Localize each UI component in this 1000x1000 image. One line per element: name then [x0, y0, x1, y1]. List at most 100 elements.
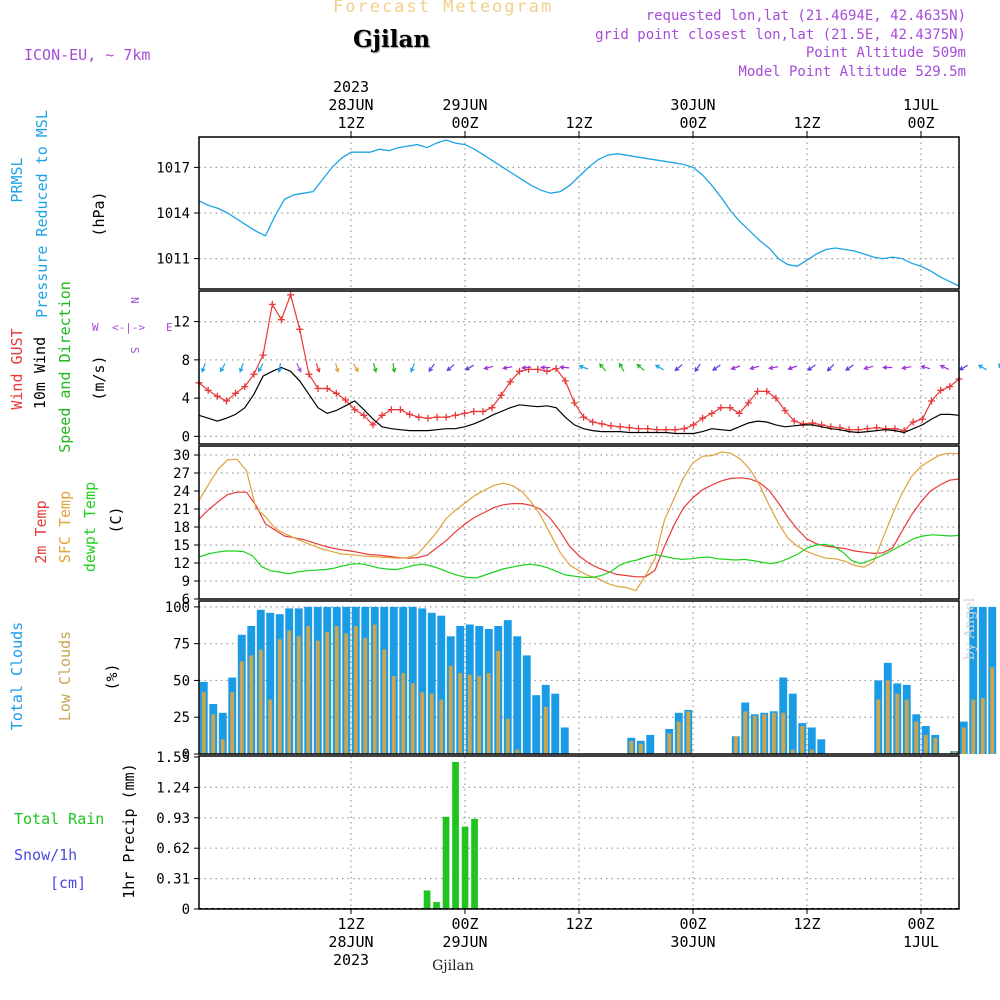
wind-direction-arrow [296, 363, 302, 373]
wind-gust-marker [287, 291, 295, 299]
low-cloud-bar [334, 626, 339, 754]
bottom-time-label: 1JUL [903, 933, 939, 951]
total-cloud-bar [788, 693, 797, 754]
ytick-label-precip: 0.31 [156, 872, 190, 888]
low-cloud-bar [961, 727, 966, 754]
pressure-unit: (hPa) [90, 191, 108, 236]
wind-direction-arrow [277, 362, 282, 374]
bottom-time-label: 00Z [907, 915, 934, 933]
top-time-label: 28JUN [328, 96, 373, 114]
wind-gust-marker [589, 418, 597, 426]
panel-frame-clouds [198, 600, 960, 755]
ytick-label-clouds: 0 [182, 747, 190, 763]
low-cloud-bar [420, 692, 425, 754]
wind-direction-arrow [446, 364, 455, 372]
compass-arrows: <-|-> [112, 321, 145, 334]
requested-coords: requested lon,lat (21.4694E, 42.4635N) [645, 8, 966, 24]
low-cloud-bar [667, 733, 672, 754]
temp-dewpt-line [198, 534, 960, 579]
wind-direction-arrow [694, 363, 701, 373]
low-cloud-bar [211, 714, 216, 754]
wind-gust-marker [690, 421, 697, 429]
wind-direction-arrow [730, 365, 741, 371]
low-cloud-bar [752, 715, 757, 755]
top-time-label: 29JUN [442, 96, 487, 114]
panel-frame-wind [198, 290, 960, 445]
low-cloud-bar [990, 667, 995, 754]
ytick-label-temperature: 9 [182, 574, 190, 590]
wind-gust-marker [387, 406, 395, 414]
wind-gust-marker [351, 406, 359, 414]
wind-direction-arrow [977, 364, 987, 371]
top-time-label: 12Z [793, 114, 820, 132]
low-cloud-bar [220, 739, 225, 754]
footer-location-label: Gjilan [432, 958, 474, 974]
wind-gust-marker [424, 414, 432, 422]
wind-direction-arrow [559, 364, 570, 370]
low-cloud-bar [496, 651, 501, 754]
wind-direction-arrow [674, 364, 683, 372]
wind-direction-arrow [787, 365, 798, 371]
wind-gust-marker [717, 404, 725, 412]
ytick-label-precip: 0 [182, 902, 190, 918]
low-cloud-bar [543, 706, 548, 754]
temp-sfc-line [198, 451, 960, 592]
wind-direction-arrow [578, 364, 589, 370]
low-cloud-bar [239, 661, 244, 754]
low-cloud-bar [515, 749, 520, 754]
temp-label-sfc: SFC Temp [56, 491, 74, 563]
wind-gust-marker [213, 392, 221, 400]
low-cloud-bar [287, 630, 292, 754]
ytick-label-clouds: 25 [173, 710, 190, 726]
ytick-label-pressure: 1014 [156, 206, 190, 222]
wind-gust-marker [433, 413, 441, 421]
low-cloud-bar [933, 737, 938, 754]
total-cloud-bar [551, 693, 560, 754]
wind-direction-arrow [352, 363, 359, 373]
total-cloud-bar [408, 606, 417, 754]
wind-direction-arrow [618, 362, 625, 372]
ytick-label-clouds: 100 [165, 600, 190, 616]
location-title: Gjilan [353, 26, 431, 53]
wind-gust-marker [470, 408, 478, 415]
low-cloud-bar [923, 734, 928, 754]
wind-gust-marker [241, 383, 249, 391]
ytick-label-pressure: 1017 [156, 160, 190, 176]
top-time-label: 30JUN [670, 96, 715, 114]
wind-gust-marker [516, 367, 523, 375]
wind-direction-arrow [521, 365, 532, 371]
low-cloud-bar [325, 631, 330, 754]
low-cloud-bar [458, 673, 463, 754]
total-cloud-bar [807, 727, 816, 754]
total-cloud-bar [266, 612, 275, 754]
total-cloud-bar [532, 695, 541, 754]
wind-gust-marker [479, 408, 487, 415]
low-cloud-bar [733, 736, 738, 754]
wind-gust-marker [552, 365, 560, 372]
low-cloud-bar [410, 683, 415, 754]
low-cloud-bar [800, 726, 805, 754]
wind-gust-marker [635, 425, 642, 433]
total-cloud-bar [969, 606, 978, 754]
ytick-label-precip: 1.24 [156, 780, 190, 796]
total-cloud-bar [978, 606, 987, 754]
rain-bar [423, 890, 431, 909]
low-cloud-bar [895, 693, 900, 754]
low-cloud-bar [638, 743, 643, 754]
low-cloud-bar [315, 640, 320, 754]
ytick-label-precip: 0.62 [156, 841, 190, 857]
temp-label-dewpt: dewpt Temp [81, 482, 99, 572]
low-cloud-bar [230, 692, 235, 754]
low-cloud-bar [809, 749, 814, 754]
cloud-label-low: Low Clouds [56, 631, 74, 721]
low-cloud-bar [391, 676, 396, 754]
low-cloud-bar [505, 718, 510, 754]
rain-bar [471, 818, 478, 909]
ytick-label-clouds: 50 [173, 673, 190, 689]
wind-gust-marker [671, 426, 679, 434]
total-cloud-bar [437, 615, 446, 754]
wind-direction-arrow [845, 364, 854, 371]
wind-gust-marker [250, 370, 258, 378]
ytick-label-clouds: 75 [173, 637, 190, 653]
low-cloud-bar [781, 712, 786, 754]
